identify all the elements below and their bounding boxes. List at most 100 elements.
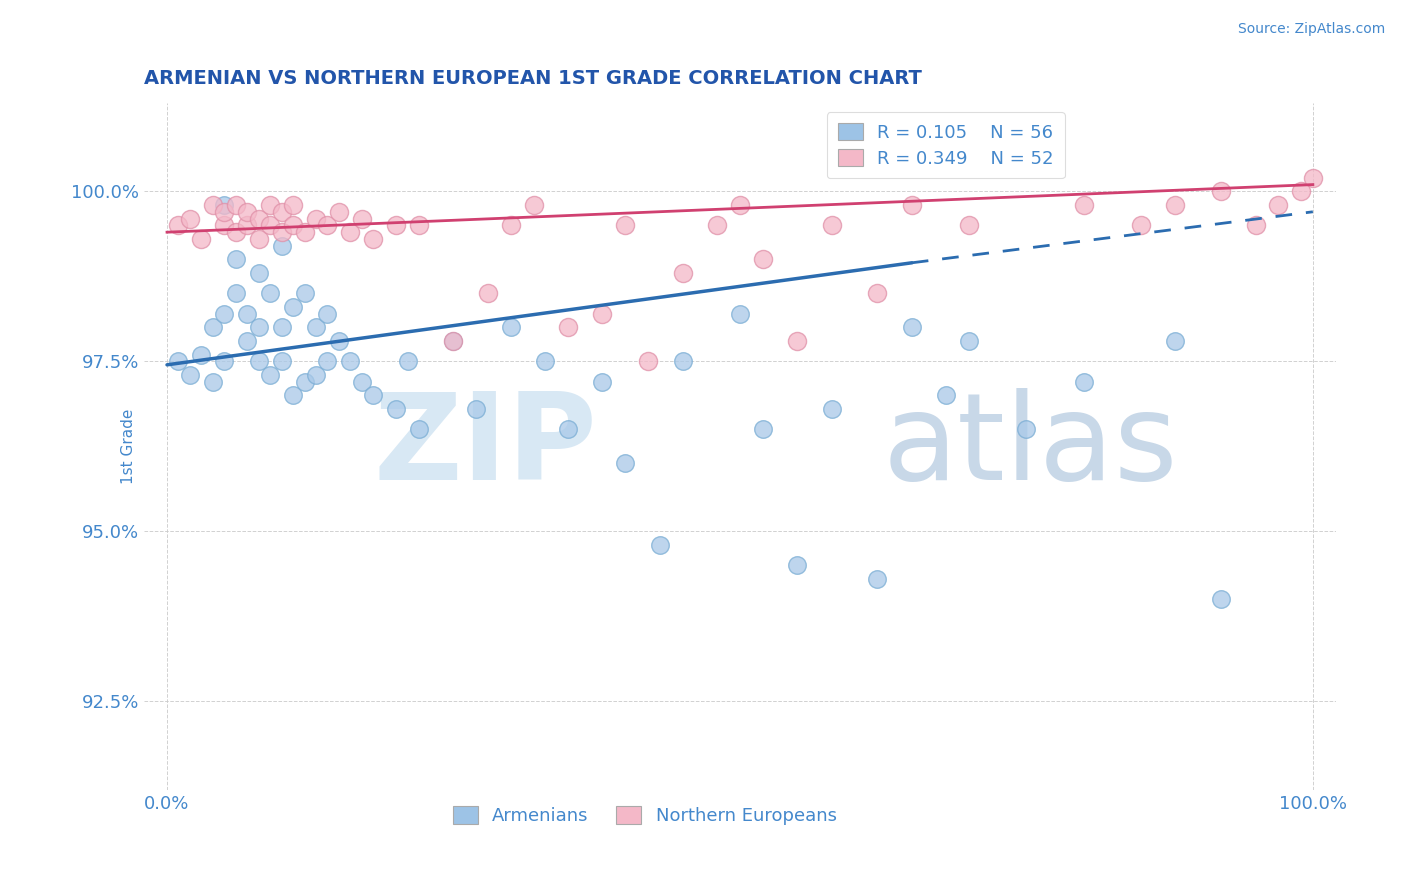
Legend: Armenians, Northern Europeans: Armenians, Northern Europeans (446, 799, 844, 832)
Point (214, 219, 236, 233)
Point (259, 198, 281, 212)
Point (1164, 334, 1187, 348)
Point (270, 320, 292, 334)
Point (281, 300, 304, 314)
Point (270, 354, 292, 368)
Point (614, 457, 637, 471)
Point (614, 219, 637, 233)
Point (247, 211, 270, 226)
Point (294, 286, 316, 301)
Point (557, 422, 579, 436)
Point (270, 225, 292, 239)
Point (179, 368, 201, 382)
Point (328, 334, 350, 348)
Point (1244, 219, 1267, 233)
Point (786, 558, 808, 573)
Point (408, 422, 430, 436)
Point (294, 225, 316, 239)
Point (672, 354, 695, 368)
Point (225, 225, 247, 239)
Point (225, 252, 247, 267)
Point (1015, 422, 1038, 436)
Point (328, 204, 350, 219)
Point (339, 354, 361, 368)
Point (236, 204, 259, 219)
Point (534, 354, 557, 368)
Point (214, 198, 236, 212)
Point (316, 307, 339, 321)
Point (190, 348, 212, 362)
Point (672, 266, 695, 280)
Point (901, 320, 924, 334)
Point (385, 219, 408, 233)
Point (1164, 198, 1187, 212)
Point (247, 320, 270, 334)
Point (523, 198, 546, 212)
Point (901, 198, 924, 212)
Point (316, 354, 339, 368)
Point (1073, 198, 1095, 212)
Point (259, 368, 281, 382)
Text: atlas: atlas (883, 388, 1178, 505)
Point (1291, 185, 1313, 199)
Point (361, 388, 384, 402)
Point (957, 219, 980, 233)
Point (236, 219, 259, 233)
Point (866, 286, 889, 301)
Point (247, 232, 270, 246)
Point (214, 204, 236, 219)
Point (706, 219, 728, 233)
Point (270, 239, 292, 253)
Point (247, 266, 270, 280)
Point (214, 307, 236, 321)
Point (1302, 170, 1324, 185)
Point (1130, 219, 1153, 233)
Point (752, 252, 775, 267)
Point (179, 211, 201, 226)
Point (396, 354, 419, 368)
Point (408, 219, 430, 233)
Point (167, 354, 190, 368)
Point (281, 198, 304, 212)
Y-axis label: 1st Grade: 1st Grade (121, 409, 136, 484)
Point (201, 198, 224, 212)
Point (190, 232, 212, 246)
Point (214, 354, 236, 368)
Point (866, 572, 889, 586)
Point (935, 388, 957, 402)
Text: ZIP: ZIP (373, 388, 598, 505)
Point (477, 286, 499, 301)
Point (270, 204, 292, 219)
Point (259, 219, 281, 233)
Point (385, 402, 408, 417)
Point (786, 334, 808, 348)
Point (1267, 198, 1289, 212)
Point (236, 334, 259, 348)
Point (499, 219, 522, 233)
Point (1073, 375, 1095, 389)
Point (752, 422, 775, 436)
Point (305, 320, 328, 334)
Point (957, 334, 980, 348)
Point (557, 320, 579, 334)
Text: Source: ZipAtlas.com: Source: ZipAtlas.com (1237, 22, 1385, 37)
Point (591, 307, 613, 321)
Point (316, 219, 339, 233)
Point (281, 388, 304, 402)
Point (465, 402, 488, 417)
Point (443, 334, 465, 348)
Point (225, 198, 247, 212)
Point (201, 375, 224, 389)
Point (305, 368, 328, 382)
Point (648, 538, 671, 552)
Point (350, 375, 373, 389)
Point (225, 286, 247, 301)
Point (350, 211, 373, 226)
Point (259, 286, 281, 301)
Point (728, 307, 751, 321)
Text: ARMENIAN VS NORTHERN EUROPEAN 1ST GRADE CORRELATION CHART: ARMENIAN VS NORTHERN EUROPEAN 1ST GRADE … (143, 69, 922, 87)
Point (247, 354, 270, 368)
Point (361, 232, 384, 246)
Point (339, 225, 361, 239)
Point (1211, 592, 1233, 607)
